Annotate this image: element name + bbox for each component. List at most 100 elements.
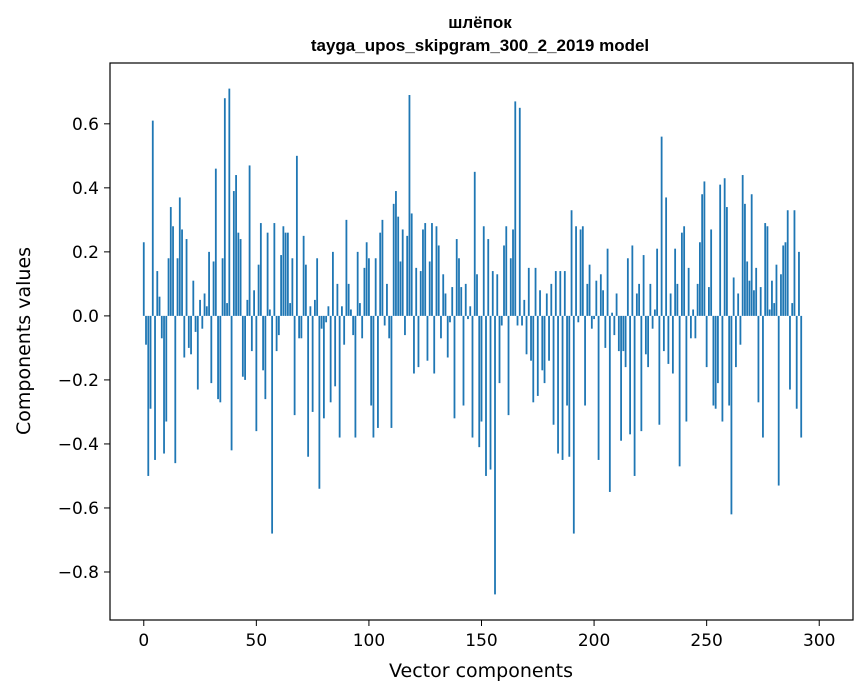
bar-48 <box>250 315 253 352</box>
bar-series <box>142 88 803 595</box>
bar-37 <box>226 303 228 316</box>
bar-77 <box>316 258 319 316</box>
bar-163 <box>509 258 512 316</box>
bar-26 <box>201 315 204 329</box>
bar-281 <box>775 264 778 316</box>
bar-126 <box>426 315 429 361</box>
bar-147 <box>473 171 476 316</box>
bar-158 <box>498 315 501 384</box>
bar-172 <box>530 315 532 361</box>
bar-199 <box>590 315 593 329</box>
bar-57 <box>271 315 274 534</box>
bar-267 <box>744 203 746 316</box>
bar-227 <box>653 309 656 316</box>
bar-65 <box>289 303 292 316</box>
bar-41 <box>235 175 237 316</box>
bar-164 <box>512 229 514 316</box>
y-tick-label: −0.4 <box>58 435 99 455</box>
bar-236 <box>674 248 677 316</box>
bar-195 <box>581 226 584 316</box>
bar-254 <box>714 315 717 409</box>
bar-89 <box>343 315 346 345</box>
bar-45 <box>244 315 246 380</box>
bar-140 <box>458 258 460 316</box>
bar-261 <box>730 315 733 515</box>
bar-8 <box>160 315 163 339</box>
bar-19 <box>185 239 188 316</box>
bar-76 <box>313 299 316 316</box>
bar-266 <box>741 175 744 316</box>
bar-248 <box>701 194 704 316</box>
bar-278 <box>768 309 771 316</box>
x-axis-label: Vector components <box>389 660 573 682</box>
bar-272 <box>755 267 758 316</box>
bar-216 <box>629 315 631 435</box>
bar-64 <box>286 232 289 316</box>
bar-277 <box>766 226 769 316</box>
bar-69 <box>298 315 301 339</box>
bar-200 <box>593 315 595 320</box>
bar-96 <box>359 303 361 316</box>
bar-176 <box>539 290 541 316</box>
bar-113 <box>397 216 400 316</box>
bar-202 <box>597 315 600 460</box>
bar-280 <box>773 303 776 316</box>
bar-30 <box>210 315 213 384</box>
bar-191 <box>572 315 575 534</box>
bar-291 <box>798 251 800 316</box>
bar-73 <box>307 315 310 457</box>
y-tick-label: 0.0 <box>72 307 99 327</box>
bar-134 <box>444 293 447 316</box>
bar-86 <box>336 283 339 316</box>
bar-144 <box>467 315 469 320</box>
y-tick-label: 0.2 <box>72 243 99 263</box>
bar-257 <box>721 315 724 422</box>
bar-16 <box>178 197 181 316</box>
bar-229 <box>658 315 661 425</box>
bar-97 <box>361 315 364 339</box>
bar-196 <box>584 315 586 406</box>
bar-284 <box>782 245 785 316</box>
bar-143 <box>464 283 467 316</box>
bar-13 <box>172 226 174 316</box>
bar-287 <box>789 315 791 390</box>
bar-138 <box>453 315 456 419</box>
bar-211 <box>617 315 620 352</box>
bar-212 <box>620 315 622 441</box>
bar-231 <box>662 315 665 352</box>
bar-188 <box>566 315 568 406</box>
bar-235 <box>671 315 674 374</box>
bar-39 <box>230 315 233 451</box>
bar-106 <box>381 219 384 316</box>
bar-33 <box>217 315 219 400</box>
bar-28 <box>205 306 208 316</box>
bar-223 <box>644 315 647 355</box>
bar-209 <box>613 315 616 336</box>
bar-274 <box>759 287 762 316</box>
bar-197 <box>586 283 589 316</box>
bar-170 <box>525 315 528 355</box>
bar-21 <box>190 315 192 355</box>
bar-169 <box>523 299 526 316</box>
bar-149 <box>478 315 481 448</box>
bar-59 <box>275 315 278 352</box>
bar-14 <box>174 315 177 464</box>
bar-61 <box>280 255 283 316</box>
x-tick-label: 300 <box>803 631 835 651</box>
bar-112 <box>395 191 397 316</box>
bar-40 <box>232 191 235 316</box>
bar-115 <box>401 229 404 316</box>
bar-230 <box>660 136 663 316</box>
bar-44 <box>241 315 244 377</box>
bar-148 <box>476 274 478 316</box>
bar-130 <box>435 226 438 316</box>
bar-117 <box>406 235 409 316</box>
bar-245 <box>694 315 697 339</box>
bar-5 <box>154 315 156 460</box>
y-axis: −0.8 −0.6 −0.4 −0.2 0.0 0.2 0.4 0.6 <box>58 115 110 583</box>
bar-74 <box>309 306 312 316</box>
bar-78 <box>318 315 321 489</box>
bar-161 <box>505 226 508 316</box>
bar-151 <box>482 226 485 316</box>
